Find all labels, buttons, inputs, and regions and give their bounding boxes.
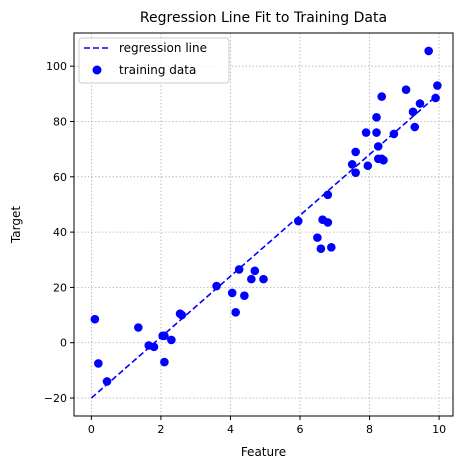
y-tick-label: 100 (46, 60, 67, 73)
data-point (327, 243, 336, 252)
data-point (231, 307, 240, 317)
data-point (433, 81, 442, 90)
data-point (227, 288, 237, 298)
x-tick-label: 0 (88, 423, 95, 436)
data-point (167, 335, 176, 345)
data-point (240, 291, 249, 301)
x-tick-label: 10 (432, 423, 446, 436)
data-point (401, 85, 411, 94)
legend: regression line training data (78, 37, 230, 84)
data-point (323, 190, 333, 200)
x-tick-label: 8 (366, 423, 373, 436)
legend-box (78, 37, 230, 84)
data-point (313, 233, 322, 242)
x-tick-label: 2 (157, 423, 164, 436)
y-tick-label: 0 (60, 337, 67, 350)
regression-line (90, 96, 437, 399)
data-point (410, 122, 420, 132)
y-tick-label: 60 (53, 171, 67, 184)
data-point (361, 128, 371, 137)
data-point (160, 357, 169, 367)
data-point (351, 147, 360, 157)
data-point (424, 46, 433, 56)
axis-ticks: 0 2 4 6 8 10 −20 0 20 40 60 80 100 (44, 60, 446, 436)
plot-frame (73, 32, 454, 417)
data-point (431, 93, 440, 103)
data-point (90, 314, 100, 324)
chart-title: Regression Line Fit to Training Data (140, 10, 387, 26)
data-point (247, 274, 256, 284)
data-point (234, 265, 244, 274)
data-point (372, 128, 381, 137)
data-point (250, 266, 260, 276)
data-point (373, 142, 383, 151)
data-point (160, 331, 169, 341)
data-point (372, 113, 381, 122)
grid-lines (74, 33, 453, 416)
legend-swatch-training-data (92, 65, 102, 75)
data-point (94, 359, 103, 368)
y-tick-label: 20 (53, 281, 67, 294)
y-tick-label: 80 (53, 115, 67, 128)
data-point (149, 342, 159, 352)
y-tick-label: −20 (44, 392, 67, 405)
data-point (259, 274, 268, 284)
x-tick-label: 6 (297, 423, 304, 436)
data-point (134, 323, 143, 332)
data-point (408, 107, 418, 117)
data-point (379, 155, 388, 165)
data-point (102, 377, 112, 386)
y-axis-label: Target (9, 206, 23, 244)
data-point (323, 218, 333, 227)
data-point (347, 160, 357, 169)
data-point (363, 161, 373, 171)
data-point (177, 310, 187, 320)
data-point (389, 129, 399, 139)
x-axis-label: Feature (241, 445, 286, 459)
y-tick-label: 40 (53, 226, 67, 239)
data-point (415, 99, 425, 108)
data-point (316, 244, 326, 253)
x-tick-label: 4 (227, 423, 234, 436)
series-layer (90, 46, 442, 399)
legend-label-regression-line: regression line (119, 41, 207, 55)
data-point (212, 281, 221, 291)
data-point (351, 168, 360, 177)
legend-label-training-data: training data (119, 63, 196, 77)
data-point (377, 92, 387, 101)
data-point (293, 216, 303, 226)
